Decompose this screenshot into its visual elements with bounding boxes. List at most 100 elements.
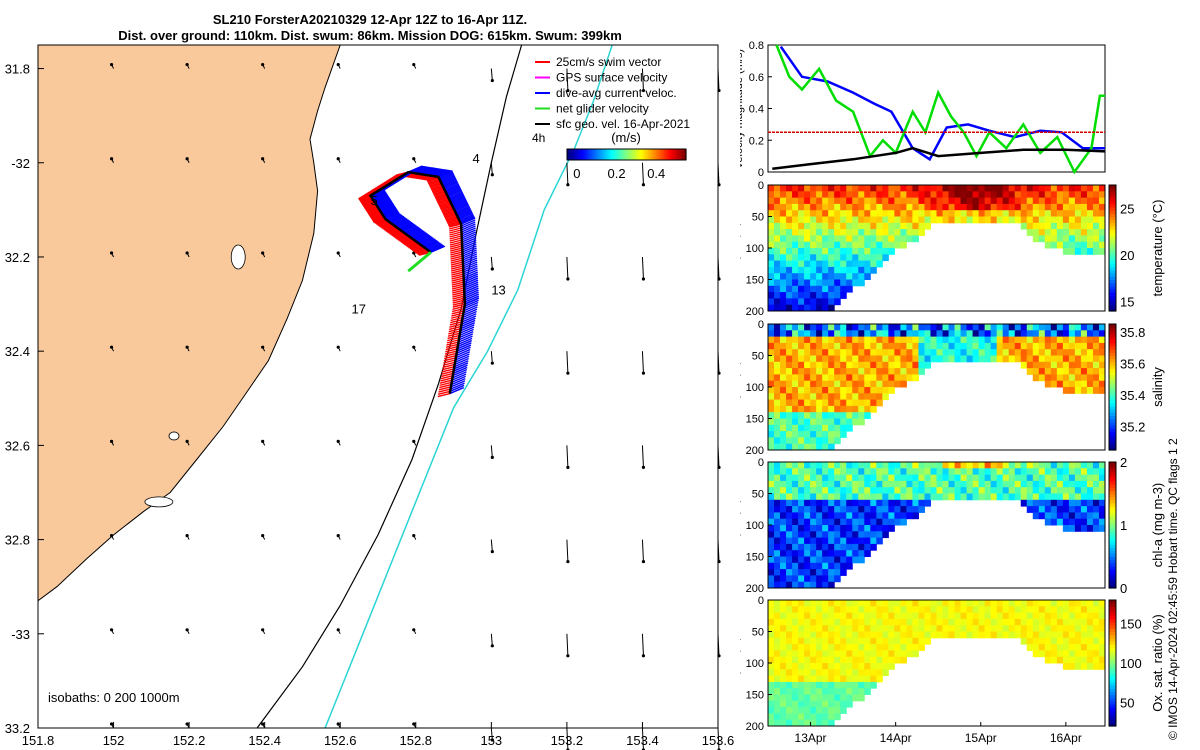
- heatmap-cell: [822, 562, 829, 570]
- heatmap-cell: [792, 694, 799, 702]
- heatmap-cell: [1074, 248, 1082, 255]
- heatmap-cell: [786, 537, 793, 545]
- heatmap-cell: [1050, 644, 1058, 651]
- heatmap-cell: [804, 241, 811, 249]
- heatmap-cell: [858, 681, 865, 689]
- heatmap-cell: [1062, 203, 1070, 211]
- heatmap-cell: [954, 355, 962, 363]
- heatmap-cell: [780, 399, 787, 407]
- colorbar-cell: [1109, 640, 1116, 645]
- current-vector: [454, 203, 469, 211]
- heatmap-cell: [828, 229, 835, 236]
- current-vector: [459, 328, 474, 337]
- heatmap-cell: [1044, 637, 1052, 645]
- heatmap-cell: [978, 197, 986, 205]
- heatmap-cell: [1062, 499, 1070, 507]
- heatmap-cell: [780, 650, 787, 658]
- heatmap-cell: [900, 518, 907, 526]
- heatmap-cell: [1062, 222, 1070, 230]
- heatmap-cell: [948, 493, 956, 501]
- heatmap-cell: [918, 349, 925, 356]
- heatmap-cell: [852, 474, 859, 482]
- heatmap-cell: [1038, 631, 1046, 639]
- colorbar-cell: [1109, 222, 1116, 227]
- heatmap-cell: [900, 499, 907, 507]
- swim-vector: [397, 235, 410, 241]
- heatmap-cell: [1056, 480, 1064, 488]
- heatmap-cell: [906, 644, 913, 651]
- heatmap-cell: [1014, 203, 1022, 211]
- colorbar-cell: [1109, 622, 1116, 626]
- current-vector: [463, 277, 479, 285]
- current-vector: [452, 366, 468, 375]
- heatmap-cell: [1008, 480, 1016, 488]
- heatmap-cell: [858, 387, 865, 394]
- colorbar-cell: [1109, 424, 1116, 429]
- heatmap-cell: [870, 222, 877, 230]
- heatmap-cell: [786, 550, 793, 557]
- heatmap-cell: [816, 431, 823, 438]
- heatmap-cell: [810, 418, 817, 426]
- heatmap-cell: [792, 707, 799, 714]
- heatmap-cell: [1080, 197, 1088, 205]
- heatmap-cell: [834, 216, 841, 224]
- heatmap-cell: [1026, 349, 1034, 356]
- heatmap-cell: [798, 499, 805, 507]
- heatmap-cell: [1056, 229, 1064, 236]
- heatmap-cell: [1086, 487, 1094, 494]
- colorbar-cell: [1109, 515, 1116, 520]
- heatmap-cell: [882, 361, 889, 369]
- heatmap-cell: [1098, 324, 1106, 331]
- heatmap-cell: [972, 600, 980, 607]
- heatmap-cell: [834, 531, 841, 539]
- heatmap-cell: [858, 342, 865, 350]
- time-tick-label: 13Apr: [795, 731, 827, 745]
- heatmap-cell: [1098, 216, 1106, 224]
- heatmap-cell: [1092, 618, 1100, 626]
- heatmap-cell: [1092, 474, 1100, 482]
- colorbar-cell: [1109, 474, 1116, 479]
- colorbar-cell: [1109, 531, 1116, 536]
- heatmap-cell: [768, 719, 775, 727]
- heatmap-cell: [906, 197, 913, 205]
- heatmap-cell: [822, 210, 829, 217]
- heatmap-cell: [996, 191, 1004, 199]
- heatmap-cell: [768, 474, 775, 482]
- heatmap-cell: [1086, 618, 1094, 626]
- heatmap-cell: [786, 418, 793, 426]
- heatmap-cell: [822, 368, 829, 375]
- heatmap-cell: [894, 468, 901, 476]
- heatmap-cell: [864, 663, 871, 670]
- heatmap-cell: [1038, 330, 1046, 338]
- heatmap-cell: [804, 518, 811, 526]
- heatmap-cell: [768, 285, 775, 293]
- heatmap-cell: [780, 543, 787, 551]
- colorbar-cell: [1109, 358, 1116, 363]
- heatmap-cell: [1026, 637, 1034, 645]
- heatmap-cell: [768, 537, 775, 545]
- heatmap-cell: [966, 349, 974, 356]
- colorbar-tick-label: 100: [1120, 656, 1142, 671]
- heatmap-cell: [816, 292, 823, 299]
- heatmap-cell: [1056, 361, 1064, 369]
- geo-arrow-head: [109, 157, 114, 161]
- heatmap-cell: [786, 688, 793, 695]
- heatmap-cell: [900, 625, 907, 632]
- heatmap-cell: [1032, 361, 1040, 369]
- heatmap-cell: [1086, 342, 1094, 350]
- heatmap-cell: [846, 241, 853, 249]
- heatmap-cell: [918, 368, 925, 375]
- heatmap-cell: [936, 210, 944, 217]
- heatmap-cell: [876, 191, 883, 199]
- heatmap-cell: [1038, 487, 1046, 494]
- heatmap-cell: [888, 600, 895, 607]
- colorbar-cell: [1109, 518, 1116, 523]
- heatmap-cell: [768, 330, 775, 338]
- heatmap-cell: [1032, 235, 1040, 243]
- heatmap-cell: [852, 656, 859, 664]
- heatmap-cell: [870, 330, 877, 338]
- heatmap-cell: [1056, 380, 1064, 388]
- heatmap-cell: [846, 499, 853, 507]
- heatmap-cell: [918, 197, 925, 205]
- heatmap-cell: [798, 349, 805, 356]
